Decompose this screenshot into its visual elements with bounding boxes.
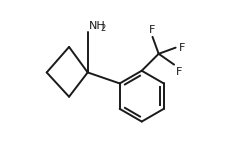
Text: F: F bbox=[179, 43, 185, 53]
Text: F: F bbox=[149, 24, 156, 34]
Text: NH: NH bbox=[89, 21, 106, 31]
Text: F: F bbox=[176, 67, 182, 77]
Text: 2: 2 bbox=[100, 24, 105, 33]
